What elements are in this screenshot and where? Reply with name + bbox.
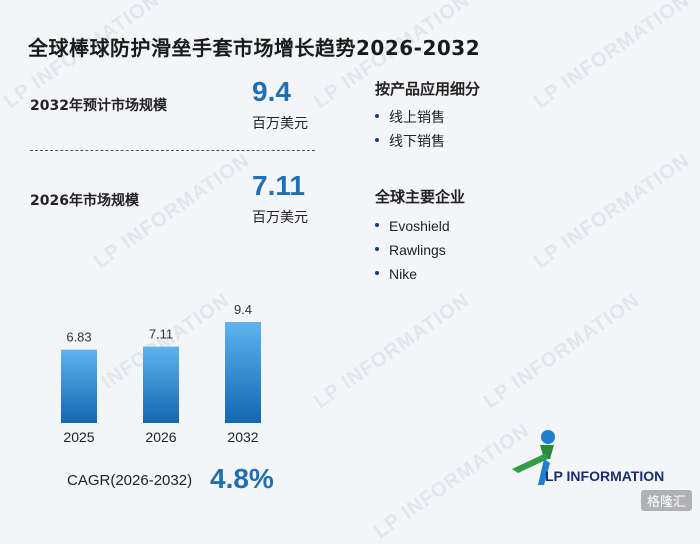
bullet-icon bbox=[375, 114, 379, 118]
current-unit: 百万美元 bbox=[252, 210, 308, 226]
data-label: 9.4 bbox=[234, 302, 252, 317]
segments-list: 线上销售 线下销售 bbox=[375, 106, 445, 154]
bar-chart: 6.83 2025 7.11 2026 9.4 2032 bbox=[61, 302, 261, 445]
current-label: 2026年市场规模 bbox=[30, 193, 139, 209]
page-title: 全球棒球防护滑垒手套市场增长趋势2026-2032 bbox=[28, 36, 481, 60]
bullet-icon bbox=[375, 271, 379, 276]
lp-logo-icon bbox=[512, 430, 555, 485]
forecast-unit: 百万美元 bbox=[252, 116, 308, 132]
list-item: 线上销售 bbox=[375, 106, 445, 130]
forecast-value: 9.4 bbox=[252, 76, 291, 107]
bar-2026 bbox=[143, 346, 179, 423]
x-tick-label: 2032 bbox=[227, 429, 258, 445]
data-label: 7.11 bbox=[149, 327, 173, 342]
list-item: 线下销售 bbox=[375, 130, 445, 154]
bullet-icon bbox=[375, 138, 379, 142]
data-label: 6.83 bbox=[66, 330, 91, 345]
bar-2032 bbox=[225, 322, 261, 423]
bullet-icon bbox=[375, 223, 379, 228]
list-item: Nike bbox=[375, 262, 450, 286]
bar-2025 bbox=[61, 349, 97, 423]
list-item: Rawlings bbox=[375, 238, 450, 262]
companies-title: 全球主要企业 bbox=[375, 188, 466, 206]
list-item: Evoshield bbox=[375, 214, 450, 238]
companies-list: Evoshield Rawlings Nike bbox=[375, 214, 450, 286]
segments-title: 按产品应用细分 bbox=[375, 80, 481, 98]
x-tick-label: 2025 bbox=[63, 429, 94, 445]
cagr-value: 4.8% bbox=[210, 463, 274, 494]
divider bbox=[30, 150, 315, 151]
current-value: 7.11 bbox=[252, 170, 305, 201]
x-tick-label: 2026 bbox=[145, 429, 176, 445]
forecast-label: 2032年预计市场规模 bbox=[30, 98, 167, 114]
bullet-icon bbox=[375, 247, 379, 252]
logo-text: LP INFORMATION bbox=[545, 468, 665, 484]
corner-badge: 格隆汇 bbox=[640, 490, 692, 511]
cagr-label: CAGR(2026-2032) bbox=[67, 472, 193, 489]
